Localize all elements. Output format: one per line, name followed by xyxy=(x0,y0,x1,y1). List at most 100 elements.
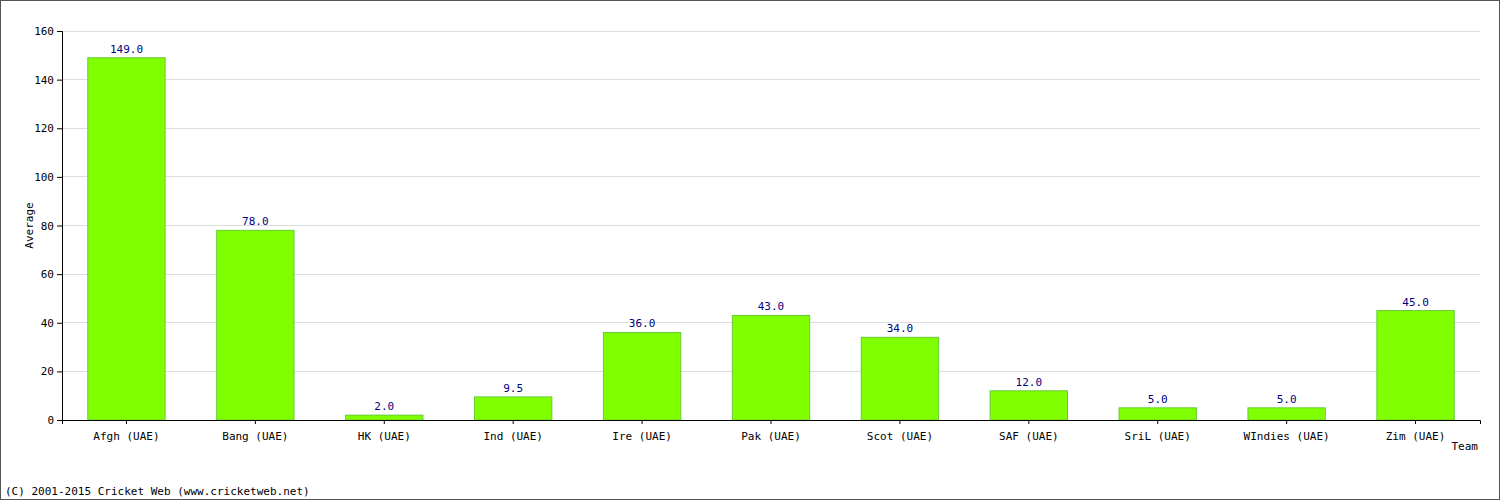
frame xyxy=(1,1,1500,500)
grid xyxy=(62,31,1480,420)
data-labels: 149.0 78.0 2.0 9.5 36.0 43.0 34.0 12.0 5.0 5.0 45.… xyxy=(110,43,1429,413)
bar xyxy=(217,230,294,420)
grid-line xyxy=(62,79,1480,80)
bar xyxy=(346,415,423,420)
x-tick-mark xyxy=(642,420,643,424)
grid-line xyxy=(62,128,1480,129)
y-tick: 40 xyxy=(41,317,62,330)
x-tick-label: SAF (UAE) xyxy=(999,430,1059,443)
data-label: 2.0 xyxy=(374,400,394,413)
x-tick-label: SriL (UAE) xyxy=(1125,430,1191,443)
y-tick: 160 xyxy=(34,25,62,38)
x-tick: WIndies (UAE) xyxy=(1244,420,1330,443)
y-tick: 140 xyxy=(34,74,62,87)
y-tick-mark xyxy=(57,420,62,421)
bar xyxy=(861,337,938,420)
x-tick-mark xyxy=(1157,420,1158,424)
y-tick-mark xyxy=(57,274,62,275)
bar xyxy=(1248,408,1325,420)
x-tick-label: Ind (UAE) xyxy=(483,430,543,443)
y-tick: 0 xyxy=(47,414,62,427)
y-tick-mark xyxy=(57,128,62,129)
x-tick-label: Scot (UAE) xyxy=(867,430,933,443)
bar xyxy=(88,58,165,420)
x-tick-label: HK (UAE) xyxy=(358,430,411,443)
data-label: 78.0 xyxy=(242,215,269,228)
y-tick-mark xyxy=(57,80,62,81)
y-tick: 20 xyxy=(41,365,62,378)
y-tick-label: 120 xyxy=(34,122,54,135)
x-tick: Zim (UAE) xyxy=(1386,420,1446,443)
y-tick-label: 60 xyxy=(41,268,54,281)
y-tick: 80 xyxy=(41,220,62,233)
y-axis-title: Average xyxy=(23,202,36,248)
bar xyxy=(990,391,1067,420)
grid-line xyxy=(62,176,1480,177)
data-label: 45.0 xyxy=(1402,296,1429,309)
chart: 149.0 78.0 2.0 9.5 36.0 43.0 34.0 12.0 5.0 5.0 45.… xyxy=(0,0,1500,500)
y-tick-label: 140 xyxy=(34,74,54,87)
x-tick-label: Afgh (UAE) xyxy=(93,430,159,443)
data-label: 149.0 xyxy=(110,43,143,56)
x-tick: Ind (UAE) xyxy=(483,420,543,443)
x-tick: Ire (UAE) xyxy=(612,420,672,443)
x-axis-title: Team xyxy=(1452,440,1479,453)
data-label: 5.0 xyxy=(1148,393,1168,406)
data-label: 5.0 xyxy=(1277,393,1297,406)
x-tick: SriL (UAE) xyxy=(1125,420,1191,443)
y-tick-mark xyxy=(57,31,62,32)
x-tick: Scot (UAE) xyxy=(867,420,933,443)
bar xyxy=(475,397,552,420)
x-tick: SAF (UAE) xyxy=(999,420,1059,443)
x-axis: Afgh (UAE) Bang (UAE) HK (UAE) Ind (UAE) Ire… xyxy=(63,420,1481,443)
data-label: 43.0 xyxy=(758,300,785,313)
y-tick-label: 0 xyxy=(47,414,54,427)
grid-line xyxy=(62,225,1480,226)
y-tick-label: 160 xyxy=(34,25,54,38)
plot: 149.0 78.0 2.0 9.5 36.0 43.0 34.0 12.0 5.0 5.0 45.… xyxy=(34,25,1480,443)
x-tick-mark xyxy=(384,420,385,424)
x-tick: Bang (UAE) xyxy=(222,420,288,443)
x-tick-mark xyxy=(255,420,256,424)
x-tick-label: Zim (UAE) xyxy=(1386,430,1446,443)
y-tick-label: 80 xyxy=(41,220,54,233)
x-axis-line xyxy=(63,421,1481,425)
data-label: 12.0 xyxy=(1016,376,1042,389)
annotation: (C) 2001-2015 Cricket Web (www.cricketwe… xyxy=(5,485,310,498)
data-label: 34.0 xyxy=(887,322,914,335)
y-tick-mark xyxy=(57,323,62,324)
y-tick: 100 xyxy=(34,171,62,184)
x-tick-mark xyxy=(1028,420,1029,424)
y-tick-mark xyxy=(57,226,62,227)
y-axis: 0 20 40 60 80 100 120 140 160 xyxy=(34,25,62,427)
y-tick-label: 20 xyxy=(41,365,54,378)
x-tick: Afgh (UAE) xyxy=(93,420,159,443)
data-label: 36.0 xyxy=(629,317,656,330)
x-tick-mark xyxy=(1415,420,1416,424)
bar xyxy=(603,332,680,420)
y-tick-label: 100 xyxy=(34,171,54,184)
y-axis-line xyxy=(57,32,63,421)
x-tick-mark xyxy=(126,420,127,424)
x-tick-label: WIndies (UAE) xyxy=(1244,430,1330,443)
bar xyxy=(1119,408,1196,420)
x-tick-label: Pak (UAE) xyxy=(741,430,801,443)
x-tick-label: Bang (UAE) xyxy=(222,430,288,443)
x-tick: HK (UAE) xyxy=(358,420,411,443)
x-tick-mark xyxy=(1286,420,1287,424)
bar xyxy=(732,315,809,420)
grid-line xyxy=(62,31,1480,32)
x-tick-mark xyxy=(513,420,514,424)
y-tick: 60 xyxy=(41,268,62,281)
x-tick-label: Ire (UAE) xyxy=(612,430,672,443)
x-tick: Pak (UAE) xyxy=(741,420,801,443)
bar xyxy=(1377,311,1454,420)
y-tick: 120 xyxy=(34,122,62,135)
bars xyxy=(88,58,1454,420)
y-tick-mark xyxy=(57,371,62,372)
x-tick-mark xyxy=(771,420,772,424)
data-label: 9.5 xyxy=(503,382,523,395)
x-tick-mark xyxy=(899,420,900,424)
y-tick-label: 40 xyxy=(41,317,54,330)
y-tick-mark xyxy=(57,177,62,178)
